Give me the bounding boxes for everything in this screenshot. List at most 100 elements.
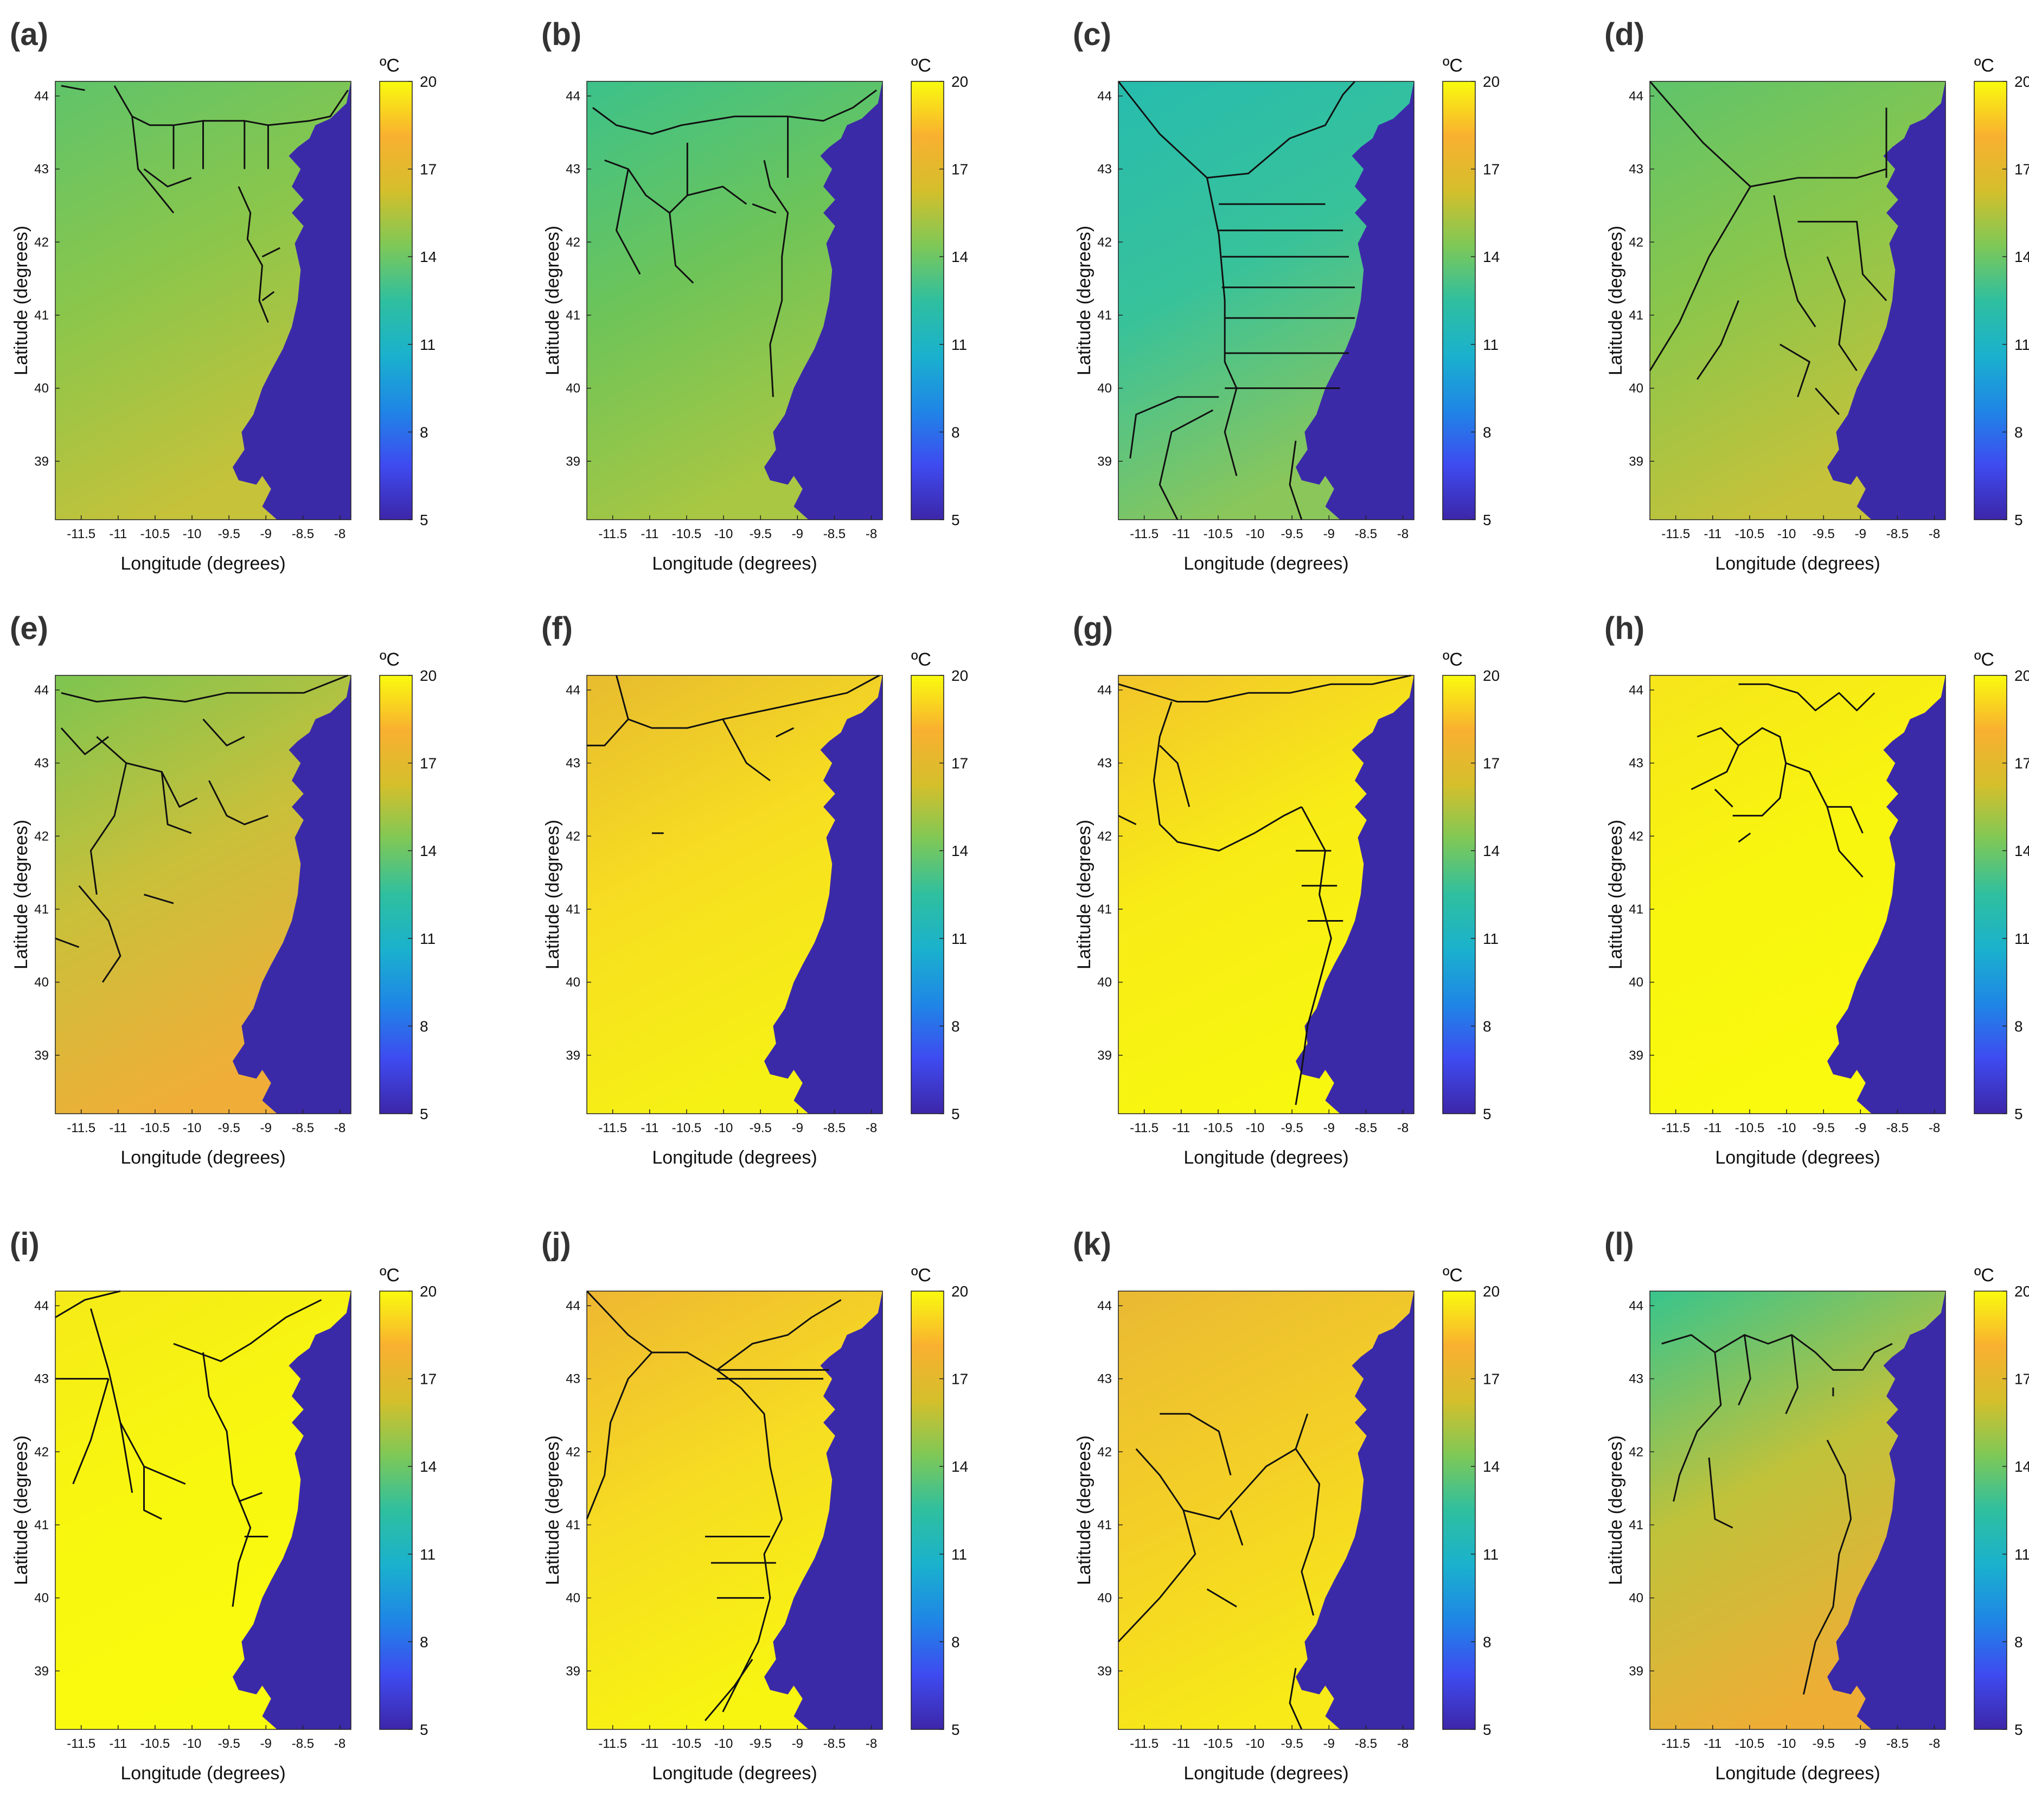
y-axis-label: Latitude (degrees) bbox=[1074, 820, 1094, 969]
network-line bbox=[173, 1299, 322, 1362]
y-tick-label: 41 bbox=[1629, 1518, 1643, 1532]
colorbar-tick-label: 14 bbox=[420, 842, 437, 859]
map-svg: 44 43 42 41 40 39 -11.5 -11 -10.5 -10 -9.5 -9 -8.5 -8… bbox=[1605, 1265, 2029, 1784]
network-line bbox=[161, 771, 192, 834]
x-tick-label: -11 bbox=[1704, 527, 1721, 541]
x-tick-label: -11 bbox=[109, 1736, 127, 1751]
colorbar bbox=[379, 1291, 413, 1730]
panel-letter: (l) bbox=[1604, 1227, 1634, 1262]
x-tick-label: -11.5 bbox=[1130, 1736, 1158, 1751]
y-tick-label: 40 bbox=[34, 975, 49, 990]
colorbar-tick-label: 8 bbox=[2014, 1633, 2023, 1650]
x-tick-label: -11.5 bbox=[598, 1121, 627, 1135]
y-tick-label: 42 bbox=[1629, 1445, 1643, 1459]
colorbar-tick-label: 11 bbox=[2014, 930, 2029, 947]
colorbar-tick-label: 14 bbox=[2014, 1458, 2029, 1475]
colorbar-unit: ºC bbox=[380, 55, 400, 76]
y-tick-label: 44 bbox=[1629, 89, 1643, 104]
colorbar-unit: ºC bbox=[1974, 1265, 1994, 1286]
y-tick-label: 41 bbox=[1097, 308, 1112, 323]
network-line bbox=[592, 89, 877, 135]
x-tick-label: -9 bbox=[792, 1736, 803, 1751]
network-line bbox=[1797, 221, 1887, 302]
x-tick-label: -9.5 bbox=[1281, 1121, 1303, 1135]
x-tick-label: -11.5 bbox=[1661, 1736, 1690, 1751]
colorbar-tick-label: 17 bbox=[1483, 161, 1500, 178]
x-tick-label: -8 bbox=[334, 527, 345, 541]
colorbar-tick-label: 5 bbox=[951, 1106, 960, 1122]
y-tick-label: 42 bbox=[1629, 235, 1643, 250]
network-line bbox=[1833, 1343, 1893, 1371]
x-tick-label: -11 bbox=[1172, 527, 1190, 541]
panel-letter: (e) bbox=[10, 611, 48, 646]
x-tick-label: -10.5 bbox=[672, 1736, 702, 1751]
network-line bbox=[586, 1290, 741, 1389]
colorbar-tick-label: 14 bbox=[951, 1458, 968, 1475]
map-panel: (i) 44 43 42 41 40 39 -11.5 -11 -10.5 -10 -9.5 -9 -8.… bbox=[0, 1226, 507, 1820]
colorbar-tick-label: 11 bbox=[420, 1546, 436, 1563]
colorbar-tick-label: 17 bbox=[951, 1371, 968, 1388]
y-axis-label: Latitude (degrees) bbox=[542, 226, 563, 375]
x-tick-label: -10 bbox=[1246, 527, 1265, 541]
y-tick-label: 40 bbox=[34, 1591, 49, 1606]
colorbar-tick-label: 5 bbox=[420, 1721, 428, 1738]
colorbar-unit: ºC bbox=[1443, 55, 1463, 76]
colorbar-tick-label: 11 bbox=[1483, 336, 1499, 353]
network-line bbox=[55, 1290, 121, 1318]
y-tick-label: 39 bbox=[566, 1664, 580, 1678]
x-tick-label: -9 bbox=[260, 1121, 272, 1135]
network-line bbox=[1649, 81, 1887, 188]
network-line bbox=[1679, 1352, 1722, 1476]
network-line bbox=[687, 186, 747, 205]
colorbar-tick-label: 17 bbox=[1483, 1371, 1500, 1388]
y-tick-label: 41 bbox=[34, 1518, 49, 1532]
network-line bbox=[202, 1352, 252, 1607]
x-tick-label: -10 bbox=[183, 527, 202, 541]
network-line bbox=[1117, 1448, 1196, 1643]
colorbar bbox=[379, 81, 413, 520]
map-svg: 44 43 42 41 40 39 -11.5 -11 -10.5 -10 -9.5 -9 -8.5 -8… bbox=[542, 649, 968, 1168]
colorbar-tick-label: 17 bbox=[420, 1371, 437, 1388]
x-tick-label: -11 bbox=[1172, 1736, 1190, 1751]
x-tick-label: -10 bbox=[183, 1121, 202, 1135]
x-tick-label: -8.5 bbox=[823, 1736, 846, 1751]
x-tick-label: -9 bbox=[1855, 1121, 1866, 1135]
colorbar-tick-label: 8 bbox=[951, 1633, 960, 1650]
y-tick-label: 39 bbox=[1097, 1664, 1112, 1678]
x-tick-label: -11 bbox=[109, 1121, 127, 1135]
colorbar-tick-label: 20 bbox=[420, 1283, 437, 1300]
network-line bbox=[113, 85, 349, 126]
colorbar-tick-label: 8 bbox=[951, 1018, 960, 1034]
network-line bbox=[722, 719, 771, 782]
y-tick-label: 39 bbox=[1097, 454, 1112, 469]
x-tick-label: -8.5 bbox=[1355, 527, 1377, 541]
y-tick-label: 42 bbox=[1629, 829, 1643, 844]
x-axis-label: Longitude (degrees) bbox=[652, 1763, 817, 1784]
network-line bbox=[1785, 1334, 1798, 1414]
y-axis-label: Latitude (degrees) bbox=[1074, 1435, 1094, 1585]
x-tick-label: -10.5 bbox=[1735, 1736, 1765, 1751]
network-line bbox=[752, 203, 777, 214]
network-line bbox=[1295, 1448, 1321, 1616]
x-tick-label: -11 bbox=[641, 1121, 658, 1135]
x-tick-label: -11 bbox=[641, 1736, 658, 1751]
network-line bbox=[202, 718, 245, 746]
network-line bbox=[143, 1466, 162, 1520]
y-tick-label: 42 bbox=[34, 1445, 49, 1459]
colorbar-tick-label: 5 bbox=[420, 1106, 428, 1122]
x-tick-label: -11 bbox=[641, 527, 658, 541]
land-mass bbox=[1827, 675, 1945, 1114]
x-tick-label: -11.5 bbox=[67, 1121, 95, 1135]
x-tick-label: -10 bbox=[183, 1736, 202, 1751]
x-tick-label: -10 bbox=[1777, 1121, 1796, 1135]
y-tick-label: 39 bbox=[1629, 1048, 1643, 1063]
colorbar-tick-label: 17 bbox=[1483, 755, 1500, 772]
y-tick-label: 44 bbox=[1097, 89, 1112, 104]
x-axis-label: Longitude (degrees) bbox=[1715, 1147, 1880, 1168]
x-tick-label: -9.5 bbox=[750, 1736, 772, 1751]
colorbar-unit: ºC bbox=[911, 1265, 931, 1286]
map-panel: (c) 44 43 42 41 40 39 -11.5 -11 -10.5 -10 -9.5 -9 -8.… bbox=[1063, 16, 1570, 610]
land-mass bbox=[1827, 1291, 1945, 1729]
colorbar bbox=[1442, 81, 1476, 520]
colorbar-tick-label: 20 bbox=[2014, 73, 2029, 90]
